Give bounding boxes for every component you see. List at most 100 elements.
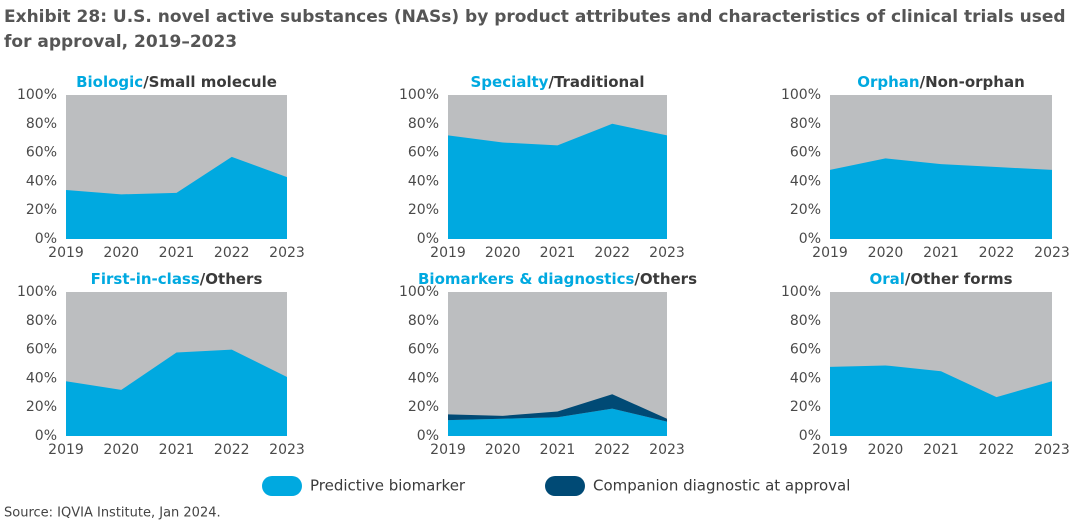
x-tick-label: 2020 bbox=[485, 442, 521, 458]
x-tick-label: 2022 bbox=[214, 245, 250, 261]
area bbox=[448, 408, 667, 436]
panel-title-highlight: First-in-class bbox=[91, 270, 200, 288]
x-tick-label: 2022 bbox=[214, 442, 250, 458]
y-tick-label: 80% bbox=[408, 313, 439, 329]
x-tick-label: 2023 bbox=[1034, 245, 1070, 261]
x-tick-label: 2019 bbox=[812, 245, 848, 261]
panel-title: Biologic/Small molecule bbox=[76, 73, 277, 91]
y-tick-label: 80% bbox=[26, 313, 57, 329]
y-tick-label: 60% bbox=[790, 342, 821, 358]
y-tick-label: 80% bbox=[790, 313, 821, 329]
x-tick-label: 2023 bbox=[649, 442, 685, 458]
y-tick-label: 20% bbox=[408, 202, 439, 218]
y-tick-label: 20% bbox=[26, 399, 57, 415]
y-tick-label: 60% bbox=[26, 342, 57, 358]
panel-title: First-in-class/Others bbox=[91, 270, 263, 288]
y-tick-label: 60% bbox=[790, 145, 821, 161]
page-title: Exhibit 28: U.S. novel active substances… bbox=[4, 7, 1066, 27]
y-tick-label: 0% bbox=[799, 231, 821, 247]
x-tick-label: 2020 bbox=[868, 442, 904, 458]
y-tick-label: 20% bbox=[790, 202, 821, 218]
y-tick-label: 40% bbox=[790, 370, 821, 386]
y-tick-label: 20% bbox=[790, 399, 821, 415]
y-tick-label: 40% bbox=[26, 173, 57, 189]
area bbox=[830, 158, 1052, 239]
legend-swatch bbox=[262, 476, 302, 496]
x-tick-label: 2019 bbox=[430, 442, 466, 458]
panel-title-rest: /Non-orphan bbox=[920, 73, 1025, 91]
x-tick-label: 2022 bbox=[594, 442, 630, 458]
panel-title-highlight: Specialty bbox=[471, 73, 549, 91]
y-tick-label: 100% bbox=[781, 87, 821, 103]
y-tick-label: 100% bbox=[399, 87, 439, 103]
legend-label: Companion diagnostic at approval bbox=[593, 477, 850, 495]
y-tick-label: 0% bbox=[799, 428, 821, 444]
panel-title-rest: /Traditional bbox=[548, 73, 644, 91]
panel-title-highlight: Biologic bbox=[76, 73, 143, 91]
panel-title-highlight: Orphan bbox=[857, 73, 919, 91]
x-tick-label: 2022 bbox=[979, 245, 1015, 261]
x-tick-label: 2020 bbox=[103, 245, 139, 261]
legend-swatch bbox=[545, 476, 585, 496]
area bbox=[448, 394, 667, 422]
x-tick-label: 2023 bbox=[269, 442, 305, 458]
x-tick-label: 2021 bbox=[923, 245, 959, 261]
panel-title-rest: /Other forms bbox=[905, 270, 1013, 288]
y-tick-label: 80% bbox=[790, 116, 821, 132]
x-tick-label: 2020 bbox=[868, 245, 904, 261]
y-tick-label: 80% bbox=[408, 116, 439, 132]
y-tick-label: 20% bbox=[408, 399, 439, 415]
panel-title-highlight: Oral bbox=[869, 270, 904, 288]
y-tick-label: 100% bbox=[399, 284, 439, 300]
y-tick-label: 0% bbox=[417, 428, 439, 444]
y-tick-label: 40% bbox=[26, 370, 57, 386]
panel-title: Biomarkers & diagnostics/Others bbox=[418, 270, 697, 288]
y-tick-label: 100% bbox=[17, 284, 57, 300]
y-tick-label: 100% bbox=[17, 87, 57, 103]
panel-title-rest: /Small molecule bbox=[143, 73, 277, 91]
page-title: for approval, 2019–2023 bbox=[4, 32, 237, 52]
x-tick-label: 2019 bbox=[48, 442, 84, 458]
panel-title: Oral/Other forms bbox=[869, 270, 1012, 288]
x-tick-label: 2021 bbox=[159, 245, 195, 261]
y-tick-label: 80% bbox=[26, 116, 57, 132]
y-tick-label: 40% bbox=[790, 173, 821, 189]
y-tick-label: 20% bbox=[26, 202, 57, 218]
y-tick-label: 0% bbox=[417, 231, 439, 247]
y-tick-label: 40% bbox=[408, 173, 439, 189]
y-tick-label: 60% bbox=[408, 145, 439, 161]
area bbox=[66, 156, 287, 239]
panel-title-rest: /Others bbox=[634, 270, 697, 288]
x-tick-label: 2019 bbox=[48, 245, 84, 261]
source: Source: IQVIA Institute, Jan 2024. bbox=[4, 506, 221, 521]
x-tick-label: 2021 bbox=[159, 442, 195, 458]
legend-label: Predictive biomarker bbox=[310, 477, 466, 495]
x-tick-label: 2019 bbox=[812, 442, 848, 458]
panel-title: Orphan/Non-orphan bbox=[857, 73, 1025, 91]
x-tick-label: 2022 bbox=[979, 442, 1015, 458]
x-tick-label: 2020 bbox=[103, 442, 139, 458]
y-tick-label: 60% bbox=[26, 145, 57, 161]
panel-title-rest: /Others bbox=[200, 270, 263, 288]
x-tick-label: 2023 bbox=[649, 245, 685, 261]
x-tick-label: 2021 bbox=[923, 442, 959, 458]
y-tick-label: 0% bbox=[35, 231, 57, 247]
x-tick-label: 2021 bbox=[540, 245, 576, 261]
area bbox=[830, 365, 1052, 436]
y-tick-label: 40% bbox=[408, 370, 439, 386]
y-tick-label: 0% bbox=[35, 428, 57, 444]
y-tick-label: 100% bbox=[781, 284, 821, 300]
panel-title: Specialty/Traditional bbox=[471, 73, 645, 91]
x-tick-label: 2021 bbox=[540, 442, 576, 458]
panel-title-highlight: Biomarkers & diagnostics bbox=[418, 270, 634, 288]
x-tick-label: 2023 bbox=[269, 245, 305, 261]
area bbox=[448, 123, 667, 239]
x-tick-label: 2022 bbox=[594, 245, 630, 261]
y-tick-label: 60% bbox=[408, 342, 439, 358]
x-tick-label: 2023 bbox=[1034, 442, 1070, 458]
area bbox=[66, 349, 287, 436]
x-tick-label: 2020 bbox=[485, 245, 521, 261]
x-tick-label: 2019 bbox=[430, 245, 466, 261]
